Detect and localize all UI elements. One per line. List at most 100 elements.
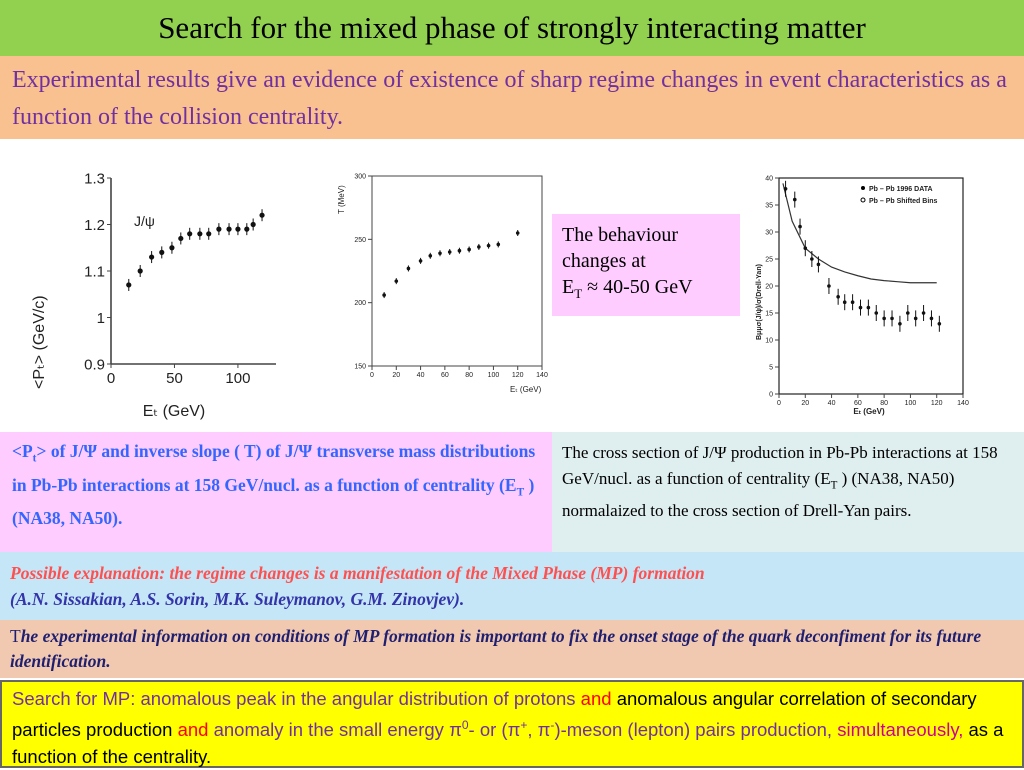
x-tick-label-5: 100: [905, 400, 917, 407]
caption-right: The cross section of J/Ψ production in P…: [552, 432, 1024, 552]
note-et-sub: T: [574, 286, 583, 301]
search-mp-s1: Search for MP:: [12, 688, 141, 709]
x-tick-label-0: 0: [370, 372, 374, 379]
data-point-0: [382, 293, 386, 297]
search-mp-s9: π: [507, 719, 521, 741]
y-tick-label-3: 15: [765, 310, 773, 317]
search-mp-s7: π: [449, 719, 462, 741]
caption-left-p1: <P: [12, 441, 33, 461]
search-mp-s5: and: [177, 719, 209, 741]
y-tick-label-5: 25: [765, 256, 773, 263]
note-line-2: changes at: [562, 250, 646, 272]
possible-explanation-authors: (A.N. Sissakian, A.S. Sorin, M.K. Suleym…: [10, 589, 465, 609]
data-point-11: [496, 242, 501, 247]
x-tick-label-1: 50: [166, 370, 183, 387]
y-tick-label-0: 0: [769, 391, 773, 398]
note-et: E: [562, 276, 575, 298]
possible-explanation: Possible explanation: the regime changes…: [0, 552, 1024, 620]
data-point-3: [418, 259, 423, 263]
data-point-4: [169, 245, 175, 251]
pt-vs-et-plot: 0.9 1 1.1 1.2 1.3 0 50 100 J/ψ <Pₜ> (GeV/c) Eₜ …: [14, 164, 284, 426]
search-mp-s11: π: [537, 719, 551, 741]
x-tick-label-4: 80: [465, 372, 473, 379]
possible-explanation-text: Possible explanation: the regime changes…: [10, 563, 705, 583]
data-point-1: [792, 197, 797, 202]
data-point-18: [921, 311, 926, 315]
data-point-1: [394, 279, 399, 283]
search-mp-s7sup: 0: [461, 718, 469, 732]
data-point-2: [406, 266, 411, 271]
data-point-19: [929, 316, 934, 321]
caption-left-p1sub: t: [32, 452, 37, 465]
caption-right-p1sub: T: [830, 479, 838, 492]
data-point-0: [126, 282, 132, 288]
data-point-8: [467, 247, 471, 252]
plot1-ylabel: <Pₜ> (GeV/c): [31, 295, 48, 389]
note-line-3: ET ≈ 40-50 GeV: [562, 274, 730, 307]
data-point-9: [477, 245, 481, 249]
plot3-ylabel: Bμμσ(J/ψ)/σ(Drell-Yan): [756, 264, 763, 340]
x-tick-label-2: 100: [225, 370, 250, 387]
data-point-2: [798, 224, 802, 229]
plot2-ylabel: T (MeV): [337, 185, 346, 214]
data-point-20: [937, 322, 942, 326]
note-et-value: ≈ 40-50 GeV: [582, 276, 693, 298]
search-mp-s4: anomalous angular correlation of seconda…: [12, 688, 977, 741]
x-tick-label-2: 40: [828, 400, 836, 407]
search-mp-s2: anomalous peak in the angular distributi…: [140, 688, 576, 709]
data-point-9: [850, 300, 855, 304]
note-line-1: The behaviour: [562, 224, 679, 246]
y-tick-label-2: 1.1: [84, 263, 105, 280]
search-mp-s12: )-meson (lepton) pairs production,: [554, 719, 838, 741]
x-tick-label-0: 0: [777, 400, 781, 407]
data-point-14: [890, 316, 894, 321]
search-mp-s9sup: +: [520, 718, 528, 732]
data-point-5: [438, 251, 442, 256]
plot1-xlabel: Eₜ (GeV): [143, 403, 206, 420]
search-for-mp: Search for MP: anomalous peak in the ang…: [0, 680, 1024, 768]
data-point-17: [913, 316, 918, 321]
y-tick-label-6: 30: [765, 229, 773, 236]
data-point-16: [906, 311, 910, 315]
data-point-10: [226, 226, 232, 232]
y-tick-label-4: 1.3: [84, 170, 105, 187]
caption-right-p2: ) (NA38, NA50) normalaized to the cross …: [562, 469, 955, 521]
search-mp-s8: - or (: [468, 719, 508, 741]
data-point-9: [216, 226, 222, 232]
data-point-8: [206, 231, 212, 237]
data-point-15: [898, 322, 902, 326]
search-mp-s13: simultaneously,: [837, 719, 964, 741]
caption-left-p2: > of J/Ψ and inverse slope ( T) of J/Ψ t…: [12, 441, 536, 495]
data-point-3: [159, 249, 165, 255]
x-tick-label-7: 140: [536, 372, 548, 379]
data-point-12: [515, 231, 520, 235]
slide-title: Search for the mixed phase of strongly i…: [0, 0, 1024, 56]
plot3-legend-2: Pb – Pb Shifted Bins: [869, 198, 938, 205]
caption-left-p3: ) (NA38, NA50).: [12, 474, 535, 529]
data-point-3: [803, 246, 808, 250]
x-tick-label-1: 20: [392, 372, 400, 379]
x-tick-label-0: 0: [107, 370, 115, 387]
slope-vs-et-plot: 150 200 250 300 0 20 40 60 80 100 120 140 T (MeV) E…: [330, 170, 550, 398]
data-point-10: [486, 243, 491, 248]
data-point-10: [858, 305, 863, 310]
data-point-0: [783, 187, 788, 191]
caption-left-p2sub: T: [516, 486, 525, 498]
x-tick-label-3: 60: [441, 372, 449, 379]
data-point-8: [842, 300, 847, 304]
x-tick-label-5: 100: [488, 372, 500, 379]
data-point-4: [810, 257, 814, 261]
plot3-xlabel: Eₜ (GeV): [853, 407, 885, 416]
y-tick-label-1: 200: [354, 300, 366, 307]
experimental-text: he experimental information on condition…: [10, 626, 982, 671]
x-tick-label-6: 120: [931, 400, 943, 407]
experimental-info: The experimental information on conditio…: [0, 620, 1024, 678]
data-point-2: [149, 254, 155, 260]
data-point-6: [187, 231, 193, 237]
data-point-12: [244, 226, 250, 232]
behaviour-note: The behaviour changes at ET ≈ 40-50 GeV: [552, 214, 740, 316]
x-tick-label-4: 80: [880, 400, 888, 407]
plot1-annotation: J/ψ: [134, 213, 155, 229]
data-point-7: [197, 231, 203, 237]
data-point-7: [836, 295, 840, 299]
